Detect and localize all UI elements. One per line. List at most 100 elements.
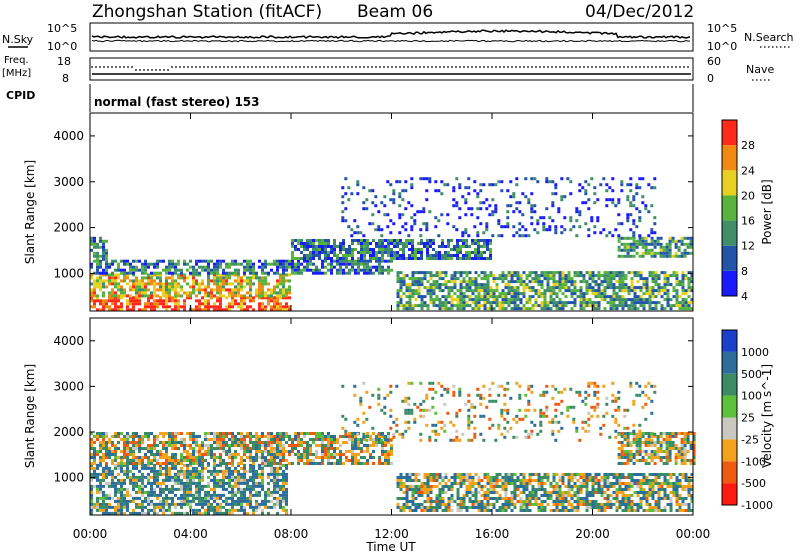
echo-cell (216, 481, 219, 485)
echo-cell (261, 478, 264, 482)
echo-cell (255, 291, 258, 295)
echo-cell (270, 441, 273, 444)
echo-cell (402, 509, 406, 512)
echo-cell (180, 466, 183, 470)
echo-cell (312, 257, 315, 260)
echo-cell (270, 308, 273, 312)
echo-cell (354, 438, 357, 441)
echo-cell (588, 304, 592, 308)
echo-cell (447, 251, 450, 254)
echo-cell (384, 268, 387, 272)
echo-cell (530, 204, 534, 208)
echo-cell (536, 222, 540, 226)
echo-cell (93, 291, 96, 295)
echo-cell (279, 484, 282, 488)
echo-cell (405, 473, 409, 476)
echo-cell (198, 282, 201, 286)
nave-dot (367, 66, 369, 68)
echo-cell (147, 262, 150, 266)
echo-cell (318, 438, 321, 441)
echo-cell (102, 484, 105, 488)
echo-cell (207, 265, 210, 269)
echo-cell (111, 511, 114, 515)
echo-cell (255, 435, 258, 438)
echo-cell (564, 286, 568, 290)
echo-cell (330, 257, 333, 260)
echo-cell (597, 283, 601, 287)
echo-cell (315, 438, 318, 441)
echo-cell (105, 268, 108, 272)
nave-dot (563, 66, 565, 68)
echo-cell (213, 435, 216, 438)
echo-cell (147, 472, 150, 476)
echo-cell (180, 493, 183, 497)
echo-cell (371, 222, 375, 226)
echo-cell (156, 271, 159, 275)
echo-cell (471, 503, 475, 506)
echo-cell (231, 444, 234, 447)
echo-cell (500, 189, 504, 193)
echo-cell (333, 254, 336, 257)
echo-cell (90, 490, 93, 494)
echo-cell (249, 305, 252, 309)
echo-cell (207, 496, 210, 500)
echo-cell (587, 234, 591, 238)
nave-dot (267, 66, 269, 68)
echo-cell (405, 491, 409, 494)
echo-cell (111, 435, 114, 438)
echo-cell (348, 450, 351, 453)
echo-cell (396, 242, 399, 245)
echo-cell (210, 450, 213, 453)
echo-cell (168, 276, 171, 280)
echo-cell (171, 262, 174, 266)
echo-cell (123, 472, 126, 476)
echo-cell (567, 271, 571, 275)
echo-cell (126, 302, 129, 306)
echo-cell (687, 289, 691, 293)
echo-cell (510, 286, 514, 290)
echo-cell (417, 295, 421, 299)
echo-cell (543, 304, 547, 308)
echo-cell (636, 295, 640, 299)
echo-cell (120, 496, 123, 500)
echo-cell (234, 271, 237, 275)
echo-cell (351, 268, 354, 272)
echo-cell (603, 295, 607, 299)
echo-cell (144, 294, 147, 298)
echo-cell (243, 447, 246, 450)
echo-cell (537, 289, 541, 293)
echo-cell (600, 274, 604, 278)
echo-cell (501, 509, 505, 512)
echo-cell (258, 475, 261, 479)
echo-cell (411, 491, 415, 494)
echo-cell (177, 459, 180, 462)
nave-dot (543, 66, 545, 68)
echo-cell (615, 295, 619, 299)
nave-dot (503, 66, 505, 68)
echo-cell (378, 265, 381, 269)
echo-cell (408, 473, 412, 476)
echo-cell (183, 444, 186, 447)
echo-cell (237, 273, 240, 277)
echo-cell (399, 295, 403, 299)
echo-cell (267, 302, 270, 306)
echo-cell (336, 257, 339, 260)
echo-cell (153, 493, 156, 497)
echo-cell (456, 254, 459, 257)
nave-dot (515, 66, 517, 68)
echo-cell (99, 262, 102, 266)
echo-cell (303, 453, 306, 456)
echo-cell (681, 286, 685, 290)
echo-cell (404, 222, 408, 226)
echo-cell (636, 274, 640, 278)
echo-cell (93, 502, 96, 506)
echo-cell (255, 271, 258, 275)
echo-cell (516, 500, 520, 503)
echo-cell (399, 257, 402, 260)
echo-cell (189, 475, 192, 479)
echo-cell (495, 500, 499, 503)
echo-cell (204, 302, 207, 306)
echo-cell (105, 466, 108, 470)
echo-cell (617, 245, 621, 249)
echo-cell (243, 450, 246, 453)
